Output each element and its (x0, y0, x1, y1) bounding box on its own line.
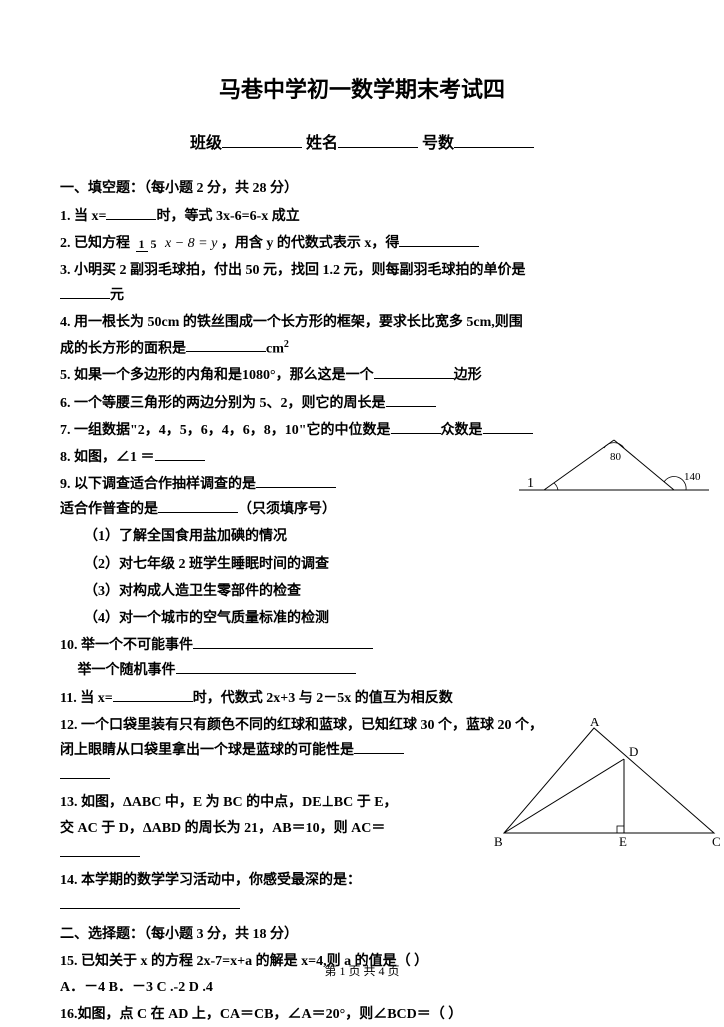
q12-blank2[interactable] (60, 765, 110, 779)
q1-pre: 1. 当 x= (60, 209, 106, 224)
angle-80-label: 80 (610, 451, 622, 463)
q12-a: 12. 一个口袋里装有只有颜色不同的红球和蓝球，已知红球 30 个，蓝球 20 … (60, 718, 543, 733)
q9-blank2[interactable] (158, 499, 238, 513)
question-11: 11. 当 x= 时，代数式 2x+3 与 2－5x 的值互为相反数 (60, 686, 664, 711)
student-info-row: 班级 姓名 号数 (60, 130, 664, 159)
q4-a: 4. 用一根长为 50cm 的铁丝围成一个长方形的框架，要求长比宽多 5cm,则… (60, 315, 523, 330)
q3-b: 元 (110, 288, 124, 303)
triangle-figure: A B C D E (494, 718, 724, 848)
section-1-header: 一、填空题：（每小题 2 分，共 28 分） (60, 176, 664, 201)
question-5: 5. 如果一个多边形的内角和是1080°，那么这是一个 边形 (60, 363, 664, 388)
q8-text: 8. 如图，∠1 ＝ (60, 450, 155, 465)
frac-num: 1 (136, 237, 148, 252)
q7-b: 众数是 (441, 423, 483, 438)
page-footer: 第 1 页 共 4 页 (0, 961, 724, 983)
question-4: 4. 用一根长为 50cm 的铁丝围成一个长方形的框架，要求长比宽多 5cm,则… (60, 310, 664, 361)
q9-b: 适合作普查的是 (60, 502, 158, 517)
q8-blank[interactable] (155, 447, 205, 461)
q4-b: 成的长方形的面积是 (60, 341, 186, 356)
q3-blank[interactable] (60, 285, 110, 299)
question-6: 6. 一个等腰三角形的两边分别为 5、2，则它的周长是 (60, 391, 664, 416)
q13-blank[interactable] (60, 843, 140, 857)
question-16: 16.如图，点 C 在 AD 上，CA＝CB，∠A＝20°，则∠BCD＝（ ） (60, 1002, 664, 1027)
q1-post: 时，等式 3x-6=6-x 成立 (156, 209, 299, 224)
q2-blank[interactable] (399, 233, 479, 247)
frac-den: 5 (148, 237, 160, 251)
q7-a: 7. 一组数据"2，4，5，6，4，6，8，10"它的中位数是 (60, 423, 391, 438)
q4-c: cm (266, 341, 284, 356)
q10-blank2[interactable] (176, 660, 356, 674)
angle-140-label: 140 (684, 471, 701, 483)
question-3: 3. 小明买 2 副羽毛球拍，付出 50 元，找回 1.2 元，则每副羽毛球拍的… (60, 258, 664, 308)
q9-c: （只须填序号） (238, 502, 336, 517)
question-1: 1. 当 x= 时，等式 3x-6=6-x 成立 (60, 204, 664, 229)
vertex-b: B (494, 834, 503, 848)
q7-blank1[interactable] (391, 420, 441, 434)
q9-blank1[interactable] (256, 474, 336, 488)
angle-1-label: 1 (527, 476, 534, 491)
q5-a: 5. 如果一个多边形的内角和是1080°，那么这是一个 (60, 368, 374, 383)
q2-pre: 2. 已知方程 (60, 236, 130, 251)
q10-a: 10. 举一个不可能事件 (60, 638, 193, 653)
q10-blank1[interactable] (193, 635, 373, 649)
q9-opt4: （4）对一个城市的空气质量标准的检测 (60, 606, 664, 631)
class-blank[interactable] (222, 132, 302, 148)
q11-blank[interactable] (113, 688, 193, 702)
num-label: 号数 (422, 135, 454, 152)
question-14: 14. 本学期的数学学习活动中，你感受最深的是： (60, 868, 664, 918)
q2-post: ，用含 y 的代数式表示 x，得 (221, 236, 400, 251)
q5-b: 边形 (454, 368, 482, 383)
q2-eq: x − 8 = y (165, 236, 221, 251)
num-blank[interactable] (454, 132, 534, 148)
angle-figure: 80 140 1 (514, 430, 714, 510)
q14-text: 14. 本学期的数学学习活动中，你感受最深的是： (60, 873, 361, 888)
class-label: 班级 (190, 135, 222, 152)
name-label: 姓名 (306, 135, 338, 152)
q12-b: 闭上眼睛从口袋里拿出一个球是蓝球的可能性是 (60, 743, 354, 758)
q13-a: 13. 如图，ΔABC 中，E 为 BC 的中点，DE⊥BC 于 E， (60, 795, 398, 810)
q11-a: 11. 当 x= (60, 691, 113, 706)
q6-blank[interactable] (386, 393, 436, 407)
q1-blank[interactable] (106, 206, 156, 220)
q9-opt1: （1）了解全国食用盐加碘的情况 (60, 524, 664, 549)
name-blank[interactable] (338, 132, 418, 148)
question-2: 2. 已知方程 15 x − 8 = y ，用含 y 的代数式表示 x，得 (60, 231, 664, 256)
vertex-c: C (712, 834, 721, 848)
q9-opt2: （2）对七年级 2 班学生睡眠时间的调查 (60, 552, 664, 577)
q3-a: 3. 小明买 2 副羽毛球拍，付出 50 元，找回 1.2 元，则每副羽毛球拍的… (60, 263, 526, 278)
q14-blank[interactable] (60, 895, 240, 909)
q4-exp: 2 (284, 339, 289, 350)
question-10: 10. 举一个不可能事件 10.举一个随机事件 (60, 633, 664, 683)
fraction-1-5: 15 (136, 238, 160, 250)
q13-b: 交 AC 于 D，ΔABD 的周长为 21，AB＝10，则 AC＝ (60, 821, 385, 836)
q9-a: 9. 以下调查适合作抽样调查的是 (60, 477, 256, 492)
vertex-a: A (590, 718, 600, 729)
q6-text: 6. 一个等腰三角形的两边分别为 5、2，则它的周长是 (60, 396, 386, 411)
q12-blank[interactable] (354, 740, 404, 754)
exam-title: 马巷中学初一数学期末考试四 (60, 70, 664, 110)
vertex-e: E (619, 834, 627, 848)
q10-b: 举一个随机事件 (78, 663, 176, 678)
q9-opt3: （3）对构成人造卫生零部件的检查 (60, 579, 664, 604)
q5-blank[interactable] (374, 365, 454, 379)
q11-b: 时，代数式 2x+3 与 2－5x 的值互为相反数 (193, 691, 453, 706)
section-2-header: 二、选择题：（每小题 3 分，共 18 分） (60, 922, 664, 947)
vertex-d: D (629, 744, 638, 759)
q4-blank[interactable] (186, 338, 266, 352)
